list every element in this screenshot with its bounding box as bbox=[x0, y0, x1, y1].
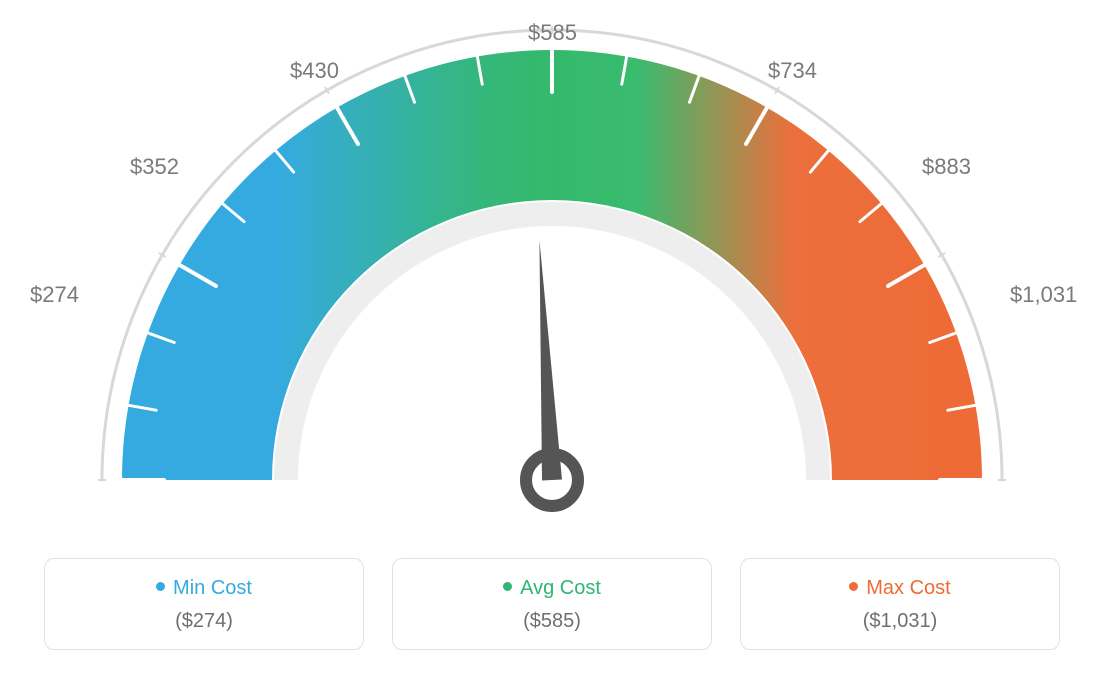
legend-avg-value: ($585) bbox=[403, 610, 701, 633]
legend-max-value: ($1,031) bbox=[751, 610, 1049, 633]
gauge-area: $274 $352 $430 $585 $734 $883 $1,031 bbox=[0, 0, 1104, 540]
legend-card-min: Min Cost ($274) bbox=[44, 558, 364, 650]
gauge-svg bbox=[0, 0, 1104, 540]
legend-avg-label: Avg Cost bbox=[403, 577, 701, 600]
gauge-tick-label: $883 bbox=[922, 154, 971, 180]
legend-min-value: ($274) bbox=[55, 610, 353, 633]
cost-gauge-widget: $274 $352 $430 $585 $734 $883 $1,031 Min Cost … bbox=[0, 0, 1104, 690]
gauge-tick-label: $734 bbox=[768, 58, 817, 84]
gauge-tick-label: $274 bbox=[30, 282, 79, 308]
legend-card-max: Max Cost ($1,031) bbox=[740, 558, 1060, 650]
gauge-tick-label: $585 bbox=[528, 20, 577, 46]
dot-icon bbox=[503, 582, 512, 591]
gauge-tick-label: $1,031 bbox=[1010, 282, 1077, 308]
legend-card-avg: Avg Cost ($585) bbox=[392, 558, 712, 650]
legend-max-label: Max Cost bbox=[751, 577, 1049, 600]
legend-max-label-text: Max Cost bbox=[866, 577, 950, 599]
dot-icon bbox=[849, 582, 858, 591]
legend-row: Min Cost ($274) Avg Cost ($585) Max Cost… bbox=[0, 558, 1104, 650]
legend-min-label-text: Min Cost bbox=[173, 577, 252, 599]
gauge-tick-label: $430 bbox=[290, 58, 339, 84]
dot-icon bbox=[156, 582, 165, 591]
legend-avg-label-text: Avg Cost bbox=[520, 577, 601, 599]
legend-min-label: Min Cost bbox=[55, 577, 353, 600]
gauge-tick-label: $352 bbox=[130, 154, 179, 180]
